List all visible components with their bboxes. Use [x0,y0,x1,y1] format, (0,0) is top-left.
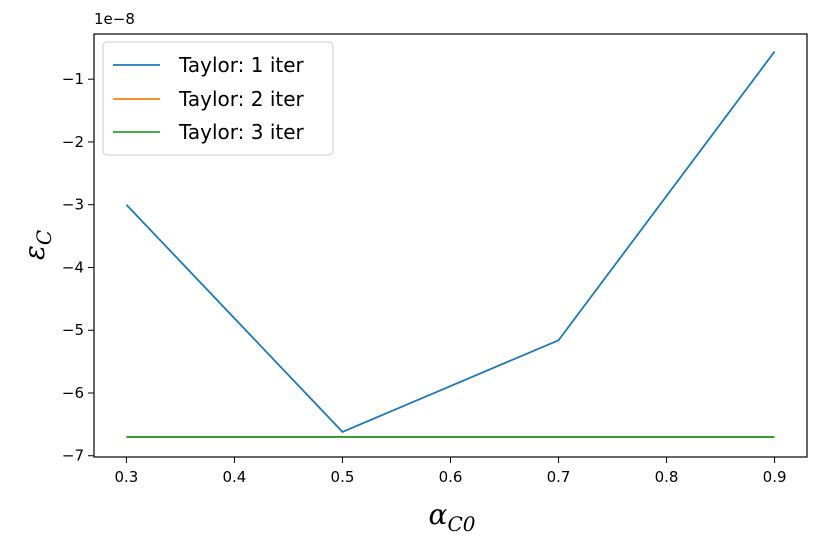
x-tick-label: 0.6 [439,468,463,486]
y-axis: −7 −6 −5 −4 −3 −2 −1 [62,70,94,465]
y-tick-label: −6 [62,384,84,402]
x-tick-label: 0.7 [547,468,571,486]
legend-label-taylor-1-iter: Taylor: 1 iter [178,53,305,77]
legend-label-taylor-2-iter: Taylor: 2 iter [178,87,305,111]
y-tick-label: −3 [62,196,84,214]
y-tick-label: −2 [62,133,84,151]
y-axis-label-symbol: ε [18,245,51,260]
legend-label-taylor-3-iter: Taylor: 3 iter [178,120,305,144]
y-offset-label: 1e−8 [94,10,135,28]
y-axis-label: εC [18,230,56,260]
x-axis-label: αC0 [429,498,476,536]
x-tick-label: 0.8 [655,468,679,486]
x-tick-label: 0.9 [763,468,787,486]
y-tick-label: −4 [62,258,84,276]
y-tick-label: −7 [62,447,84,465]
y-tick-label: −5 [62,321,84,339]
x-tick-label: 0.3 [114,468,138,486]
x-axis-label-symbol: α [429,498,448,531]
x-axis: 0.3 0.4 0.5 0.6 0.7 0.8 0.9 [114,457,787,486]
y-tick-label: −1 [62,70,84,88]
x-axis-label-subscript: C0 [447,512,475,536]
plot-lines [125,51,776,438]
x-tick-label: 0.5 [331,468,355,486]
legend: Taylor: 1 iter Taylor: 2 iter Taylor: 3 … [102,41,334,156]
x-tick-label: 0.4 [223,468,247,486]
y-axis-label-subscript: C [32,230,56,245]
legend-box [102,41,334,156]
series-line-taylor-1-iter [125,51,776,433]
